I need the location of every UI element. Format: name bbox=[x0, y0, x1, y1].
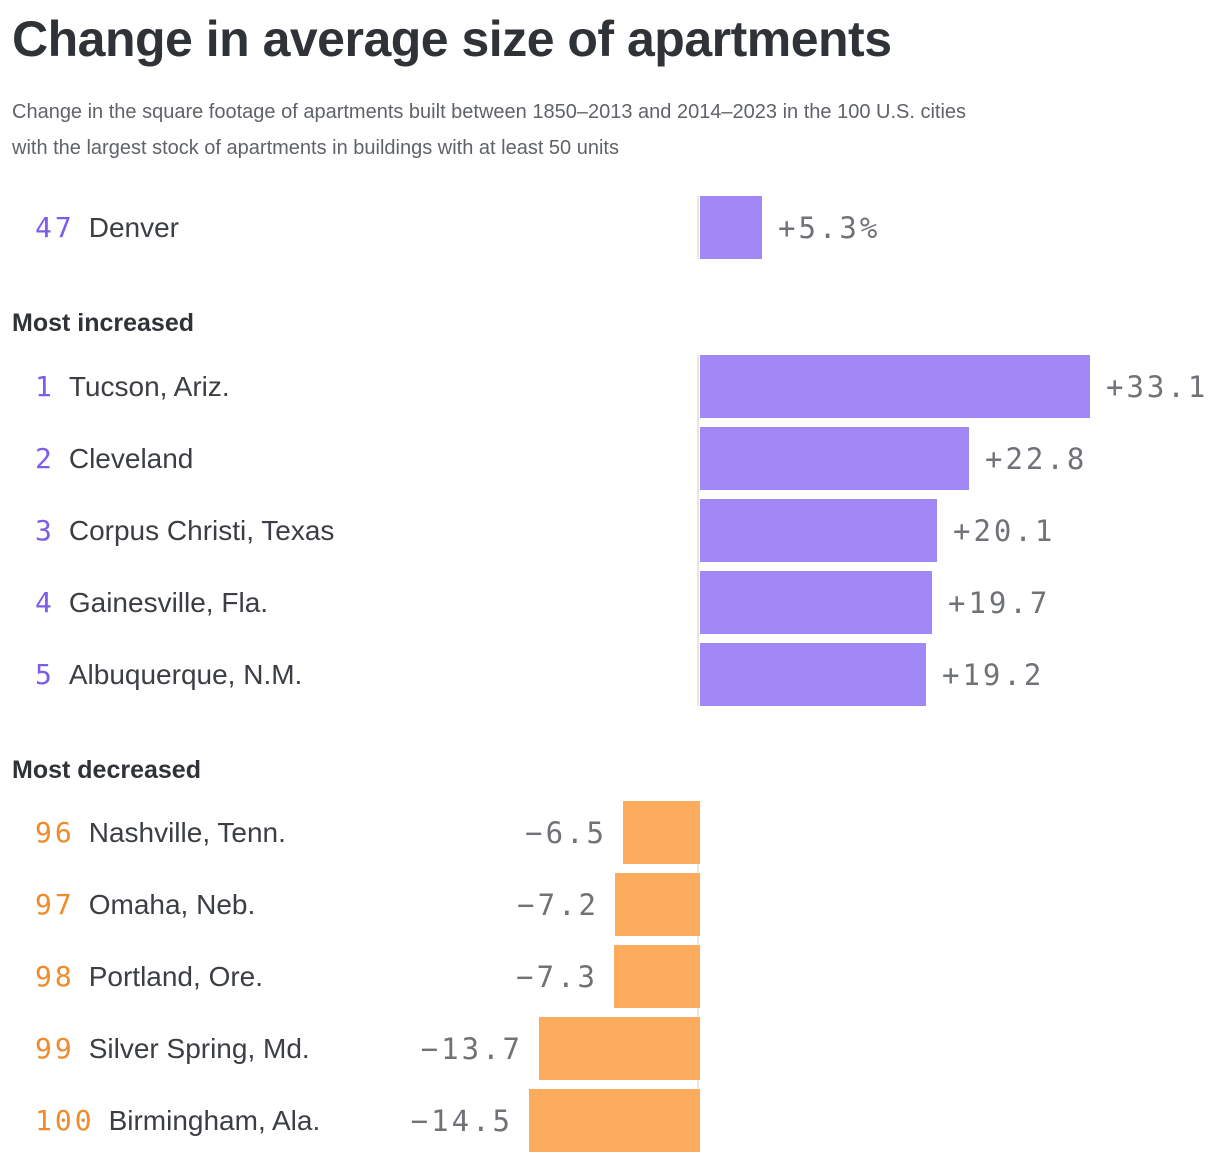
rank-number: 2 bbox=[35, 442, 55, 475]
decrease-bar bbox=[615, 873, 700, 936]
chart-row-decreased-96: 96 Nashville, Tenn. −6.5 bbox=[0, 801, 1220, 864]
decrease-bar bbox=[529, 1089, 700, 1152]
rank-number: 3 bbox=[35, 514, 55, 547]
chart-row-increased-2: 2 Cleveland +22.8 bbox=[0, 427, 1220, 490]
rank-number: 96 bbox=[35, 816, 75, 849]
row-label-group: 99 Silver Spring, Md. bbox=[35, 1017, 310, 1080]
rank-number: 47 bbox=[35, 211, 75, 244]
value-label: +19.2 bbox=[942, 657, 1045, 692]
value-label: −14.5 bbox=[410, 1103, 513, 1138]
row-label-group: 5 Albuquerque, N.M. bbox=[35, 643, 302, 706]
section-heading-increased: Most increased bbox=[12, 309, 195, 337]
rank-number: 100 bbox=[35, 1104, 95, 1137]
value-label: +5.3% bbox=[778, 210, 881, 245]
rank-number: 4 bbox=[35, 586, 55, 619]
city-label: Albuquerque, N.M. bbox=[68, 658, 303, 690]
decrease-bar bbox=[539, 1017, 700, 1080]
decrease-bar bbox=[623, 801, 700, 864]
chart-row-decreased-99: 99 Silver Spring, Md. −13.7 bbox=[0, 1017, 1220, 1080]
chart-subtitle-line-2: with the largest stock of apartments in … bbox=[12, 137, 619, 159]
value-label: +20.1 bbox=[953, 513, 1056, 548]
city-label: Portland, Ore. bbox=[88, 960, 264, 992]
chart-row-increased-4: 4 Gainesville, Fla. +19.7 bbox=[0, 571, 1220, 634]
chart-row-increased-3: 3 Corpus Christi, Texas +20.1 bbox=[0, 499, 1220, 562]
rank-number: 1 bbox=[35, 370, 55, 403]
decrease-bar bbox=[614, 945, 700, 1008]
city-label: Nashville, Tenn. bbox=[88, 816, 286, 848]
increase-bar bbox=[700, 427, 969, 490]
city-label: Tucson, Ariz. bbox=[68, 370, 230, 402]
row-label-group: 47 Denver bbox=[35, 196, 179, 259]
section-heading-decreased: Most decreased bbox=[12, 756, 201, 784]
chart-subtitle: Change in the square footage of apartmen… bbox=[12, 94, 1202, 166]
rank-number: 99 bbox=[35, 1032, 75, 1065]
rank-number: 98 bbox=[35, 960, 75, 993]
highlight-row-denver: 47 Denver +5.3% bbox=[0, 196, 1220, 259]
chart-subtitle-line-1: Change in the square footage of apartmen… bbox=[12, 101, 967, 123]
row-label-group: 3 Corpus Christi, Texas bbox=[35, 499, 334, 562]
value-label: −13.7 bbox=[420, 1031, 523, 1066]
axis-baseline bbox=[697, 355, 699, 706]
city-label: Birmingham, Ala. bbox=[108, 1104, 321, 1136]
value-label: +19.7 bbox=[948, 585, 1051, 620]
row-label-group: 100 Birmingham, Ala. bbox=[35, 1089, 320, 1152]
row-label-group: 4 Gainesville, Fla. bbox=[35, 571, 268, 634]
value-label: −7.3 bbox=[516, 959, 598, 994]
row-label-group: 2 Cleveland bbox=[35, 427, 193, 490]
value-label: −7.2 bbox=[517, 887, 599, 922]
increase-bar bbox=[700, 196, 762, 259]
increase-bar bbox=[700, 355, 1090, 418]
city-label: Corpus Christi, Texas bbox=[68, 514, 335, 546]
city-label: Silver Spring, Md. bbox=[88, 1032, 310, 1064]
value-label: +33.1 bbox=[1106, 369, 1209, 404]
chart-title: Change in average size of apartments bbox=[12, 11, 892, 67]
chart-row-increased-5: 5 Albuquerque, N.M. +19.2 bbox=[0, 643, 1220, 706]
increase-bar bbox=[700, 571, 932, 634]
city-label: Gainesville, Fla. bbox=[68, 586, 269, 618]
axis-baseline bbox=[697, 196, 699, 259]
chart-row-decreased-98: 98 Portland, Ore. −7.3 bbox=[0, 945, 1220, 1008]
city-label: Cleveland bbox=[68, 442, 194, 474]
chart-row-decreased-97: 97 Omaha, Neb. −7.2 bbox=[0, 873, 1220, 936]
row-label-group: 98 Portland, Ore. bbox=[35, 945, 263, 1008]
rank-number: 97 bbox=[35, 888, 75, 921]
city-label: Denver bbox=[88, 211, 179, 243]
chart-row-increased-1: 1 Tucson, Ariz. +33.1 bbox=[0, 355, 1220, 418]
increase-bar bbox=[700, 643, 926, 706]
row-label-group: 1 Tucson, Ariz. bbox=[35, 355, 230, 418]
city-label: Omaha, Neb. bbox=[88, 888, 256, 920]
rank-number: 5 bbox=[35, 658, 55, 691]
chart-row-decreased-100: 100 Birmingham, Ala. −14.5 bbox=[0, 1089, 1220, 1152]
row-label-group: 96 Nashville, Tenn. bbox=[35, 801, 286, 864]
row-label-group: 97 Omaha, Neb. bbox=[35, 873, 255, 936]
increase-bar bbox=[700, 499, 937, 562]
value-label: +22.8 bbox=[985, 441, 1088, 476]
value-label: −6.5 bbox=[525, 815, 607, 850]
